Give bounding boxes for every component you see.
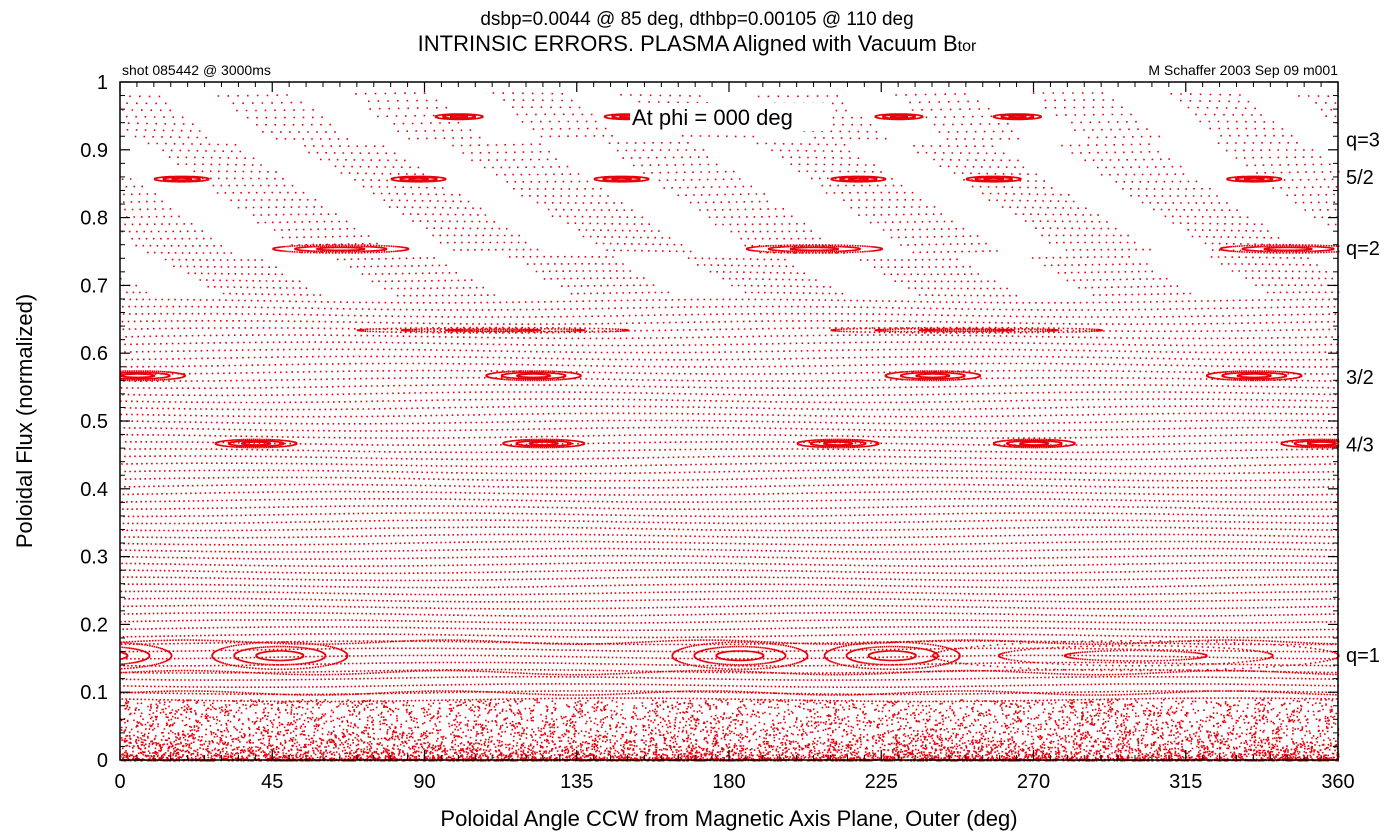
y-tick-label: 0.1 [80, 682, 108, 704]
surface-label: q=2 [1346, 238, 1380, 260]
plot-frame [119, 81, 1339, 761]
surface-label: q=3 [1346, 130, 1380, 152]
y-tick-label: 1 [97, 72, 108, 94]
y-tick-label: 0.5 [80, 411, 108, 433]
x-tick-label: 225 [865, 771, 898, 793]
x-tick-label: 45 [261, 771, 283, 793]
annotation-background [630, 103, 830, 131]
y-tick-label: 0.3 [80, 547, 108, 569]
y-tick-label: 0.7 [80, 275, 108, 297]
chart-subtitle: dsbp=0.0044 @ 85 deg, dthbp=0.00105 @ 11… [480, 9, 913, 30]
y-tick-label: 0 [97, 750, 108, 772]
chart-title-subscript: tor [958, 38, 977, 55]
x-tick-label: 90 [413, 771, 435, 793]
surface-label: q=1 [1346, 645, 1380, 667]
axes: 0 45 90 135 180 225 270 315 360 0 0.1 0.2 0.3 0.4 0.5 0… [80, 72, 1355, 793]
x-axis-label: Poloidal Angle CCW from Magnetic Axis Pl… [440, 806, 1017, 831]
y-tick-label: 0.8 [80, 208, 108, 230]
poincare-dots [120, 92, 1340, 762]
x-tick-label: 180 [712, 771, 745, 793]
chart-title: INTRINSIC ERRORS. PLASMA Aligned with Va… [418, 31, 977, 56]
x-tick-label: 135 [560, 771, 593, 793]
y-tick-label: 0.6 [80, 343, 108, 365]
y-tick-label: 0.4 [80, 479, 108, 501]
surface-label: 4/3 [1346, 435, 1374, 457]
chart-title-main: INTRINSIC ERRORS. PLASMA Aligned with Va… [418, 31, 958, 56]
poincare-points [120, 92, 1340, 762]
x-tick-label: 270 [1017, 771, 1050, 793]
corner-label-left: shot 085442 @ 3000ms [122, 62, 271, 78]
y-axis-label: Poloidal Flux (normalized) [12, 294, 37, 548]
surface-label: 3/2 [1346, 367, 1374, 389]
x-tick-label: 0 [114, 771, 125, 793]
surface-labels: q=3 5/2 q=2 3/2 4/3 q=1 [1346, 130, 1380, 667]
y-tick-label: 0.2 [80, 614, 108, 636]
x-tick-label: 360 [1321, 771, 1354, 793]
y-tick-label: 0.9 [80, 140, 108, 162]
surface-label: 5/2 [1346, 167, 1374, 189]
corner-label-right: M Schaffer 2003 Sep 09 m001 [1148, 62, 1338, 78]
phi-annotation: At phi = 000 deg [632, 105, 793, 130]
x-tick-label: 315 [1169, 771, 1202, 793]
